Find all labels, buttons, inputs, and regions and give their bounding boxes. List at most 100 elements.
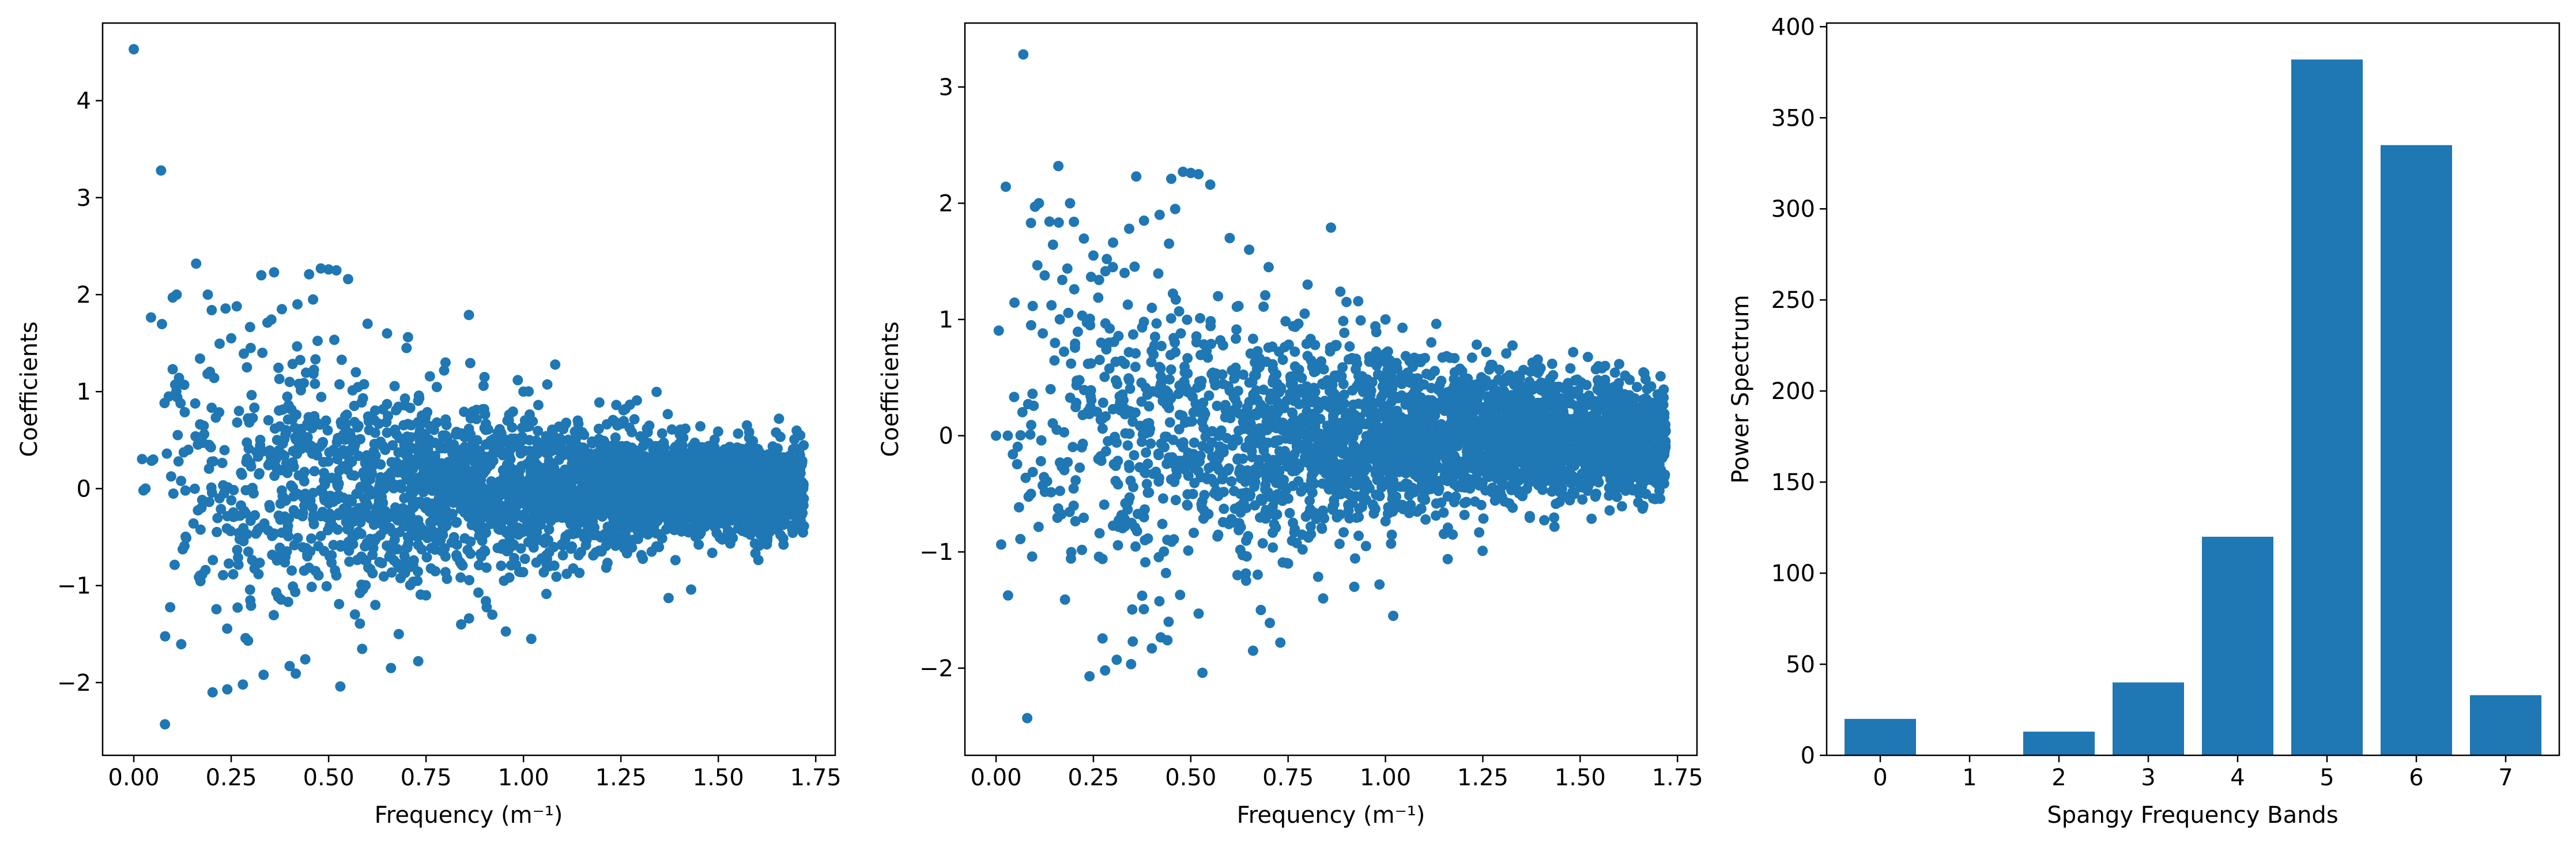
scatter-point — [720, 499, 731, 510]
scatter-point — [228, 569, 239, 579]
scatter-point — [669, 465, 680, 476]
scatter-point — [169, 559, 180, 570]
scatter-point — [244, 322, 255, 333]
scatter-point — [206, 304, 217, 315]
scatter-point — [651, 528, 662, 539]
scatter-point — [336, 355, 347, 365]
scatter-point — [224, 558, 234, 569]
scatter-point — [533, 400, 544, 411]
scatter-point — [304, 269, 315, 280]
scatter-point — [464, 575, 475, 586]
scatter-point — [543, 534, 554, 545]
scatter-point — [613, 461, 624, 472]
scatter-point — [231, 301, 242, 312]
scatter-point — [398, 420, 409, 431]
scatter-point — [1312, 571, 1323, 582]
scatter-point — [459, 442, 470, 453]
scatter-point — [218, 570, 228, 581]
scatter-point — [1339, 389, 1349, 400]
scatter-point — [247, 483, 258, 494]
scatter-point — [1111, 654, 1122, 665]
scatter-point — [729, 458, 739, 469]
scatter-point — [507, 540, 518, 551]
scatter-point — [399, 393, 410, 404]
scatter-point — [604, 491, 614, 502]
scatter-point — [439, 365, 450, 376]
scatter-point — [550, 359, 561, 370]
scatter-point — [748, 520, 759, 531]
scatter-point — [625, 479, 636, 490]
scatter-point — [245, 515, 256, 526]
scatter-point — [157, 319, 167, 330]
scatter-point — [1137, 322, 1148, 333]
scatter-point — [518, 386, 529, 397]
scatter-point — [382, 427, 393, 438]
scatter-point — [1338, 527, 1349, 538]
scatter-point — [1246, 446, 1257, 457]
scatter-point — [457, 560, 468, 571]
scatter-point — [286, 565, 297, 576]
scatter-point — [386, 567, 397, 578]
scatter-point — [344, 556, 355, 567]
scatter-point — [269, 423, 280, 434]
scatter-point — [195, 575, 206, 586]
scatter-point — [549, 472, 560, 483]
scatter-point — [305, 495, 316, 506]
scatter-point — [736, 473, 747, 484]
scatter-point — [262, 317, 273, 328]
scatter-point — [335, 681, 346, 692]
scatter-point — [222, 684, 233, 695]
scatter-point — [499, 575, 510, 586]
scatter-point — [193, 505, 203, 516]
scatter-point — [680, 423, 691, 434]
scatter-point — [345, 445, 356, 456]
scatter-point — [1077, 544, 1087, 555]
scatter-point — [1334, 539, 1345, 549]
scatter-point — [387, 440, 398, 451]
scatter-point — [1108, 237, 1118, 248]
scatter-point — [347, 385, 358, 396]
scatter-point — [1182, 489, 1193, 500]
scatter-point — [405, 402, 416, 413]
scatter-point — [739, 490, 750, 501]
scatter-point — [282, 391, 293, 402]
scatter-point — [657, 501, 667, 512]
scatter-point — [481, 596, 491, 607]
scatter-point — [443, 509, 454, 520]
scatter-point — [465, 413, 476, 424]
scatter-point — [549, 560, 560, 571]
scatter-point — [465, 536, 476, 547]
scatter-point — [448, 532, 459, 543]
scatter-point — [399, 551, 410, 562]
scatter-point — [1141, 447, 1152, 458]
scatter-point — [202, 289, 213, 300]
scatter-point — [325, 551, 335, 562]
scatter-point — [402, 332, 413, 342]
scatter-point — [693, 539, 704, 550]
scatter-point — [1477, 545, 1488, 556]
scatter-point — [1127, 329, 1138, 340]
scatter-point — [666, 451, 677, 462]
scatter-point — [1299, 308, 1310, 319]
scatter-point — [608, 511, 619, 521]
scatter-point — [431, 382, 442, 393]
scatter-point — [375, 530, 386, 541]
scatter-point — [711, 528, 722, 539]
scatter-point — [480, 451, 491, 462]
scatter-point — [612, 420, 623, 431]
scatter-point — [515, 488, 526, 499]
scatter-point — [292, 299, 303, 310]
scatter-point — [471, 450, 482, 461]
scatter-point — [1000, 181, 1011, 192]
scatter-point — [245, 595, 256, 606]
scatter-point — [421, 590, 432, 601]
scatter-point — [515, 443, 525, 454]
scatter-point — [1015, 533, 1026, 544]
scatter-point — [501, 468, 512, 479]
scatter-point — [394, 526, 405, 537]
scatter-point — [1049, 355, 1060, 366]
scatter-point — [752, 488, 763, 499]
scatter-point — [501, 514, 512, 525]
scatter-point — [471, 404, 482, 415]
scatter-point — [299, 378, 310, 389]
